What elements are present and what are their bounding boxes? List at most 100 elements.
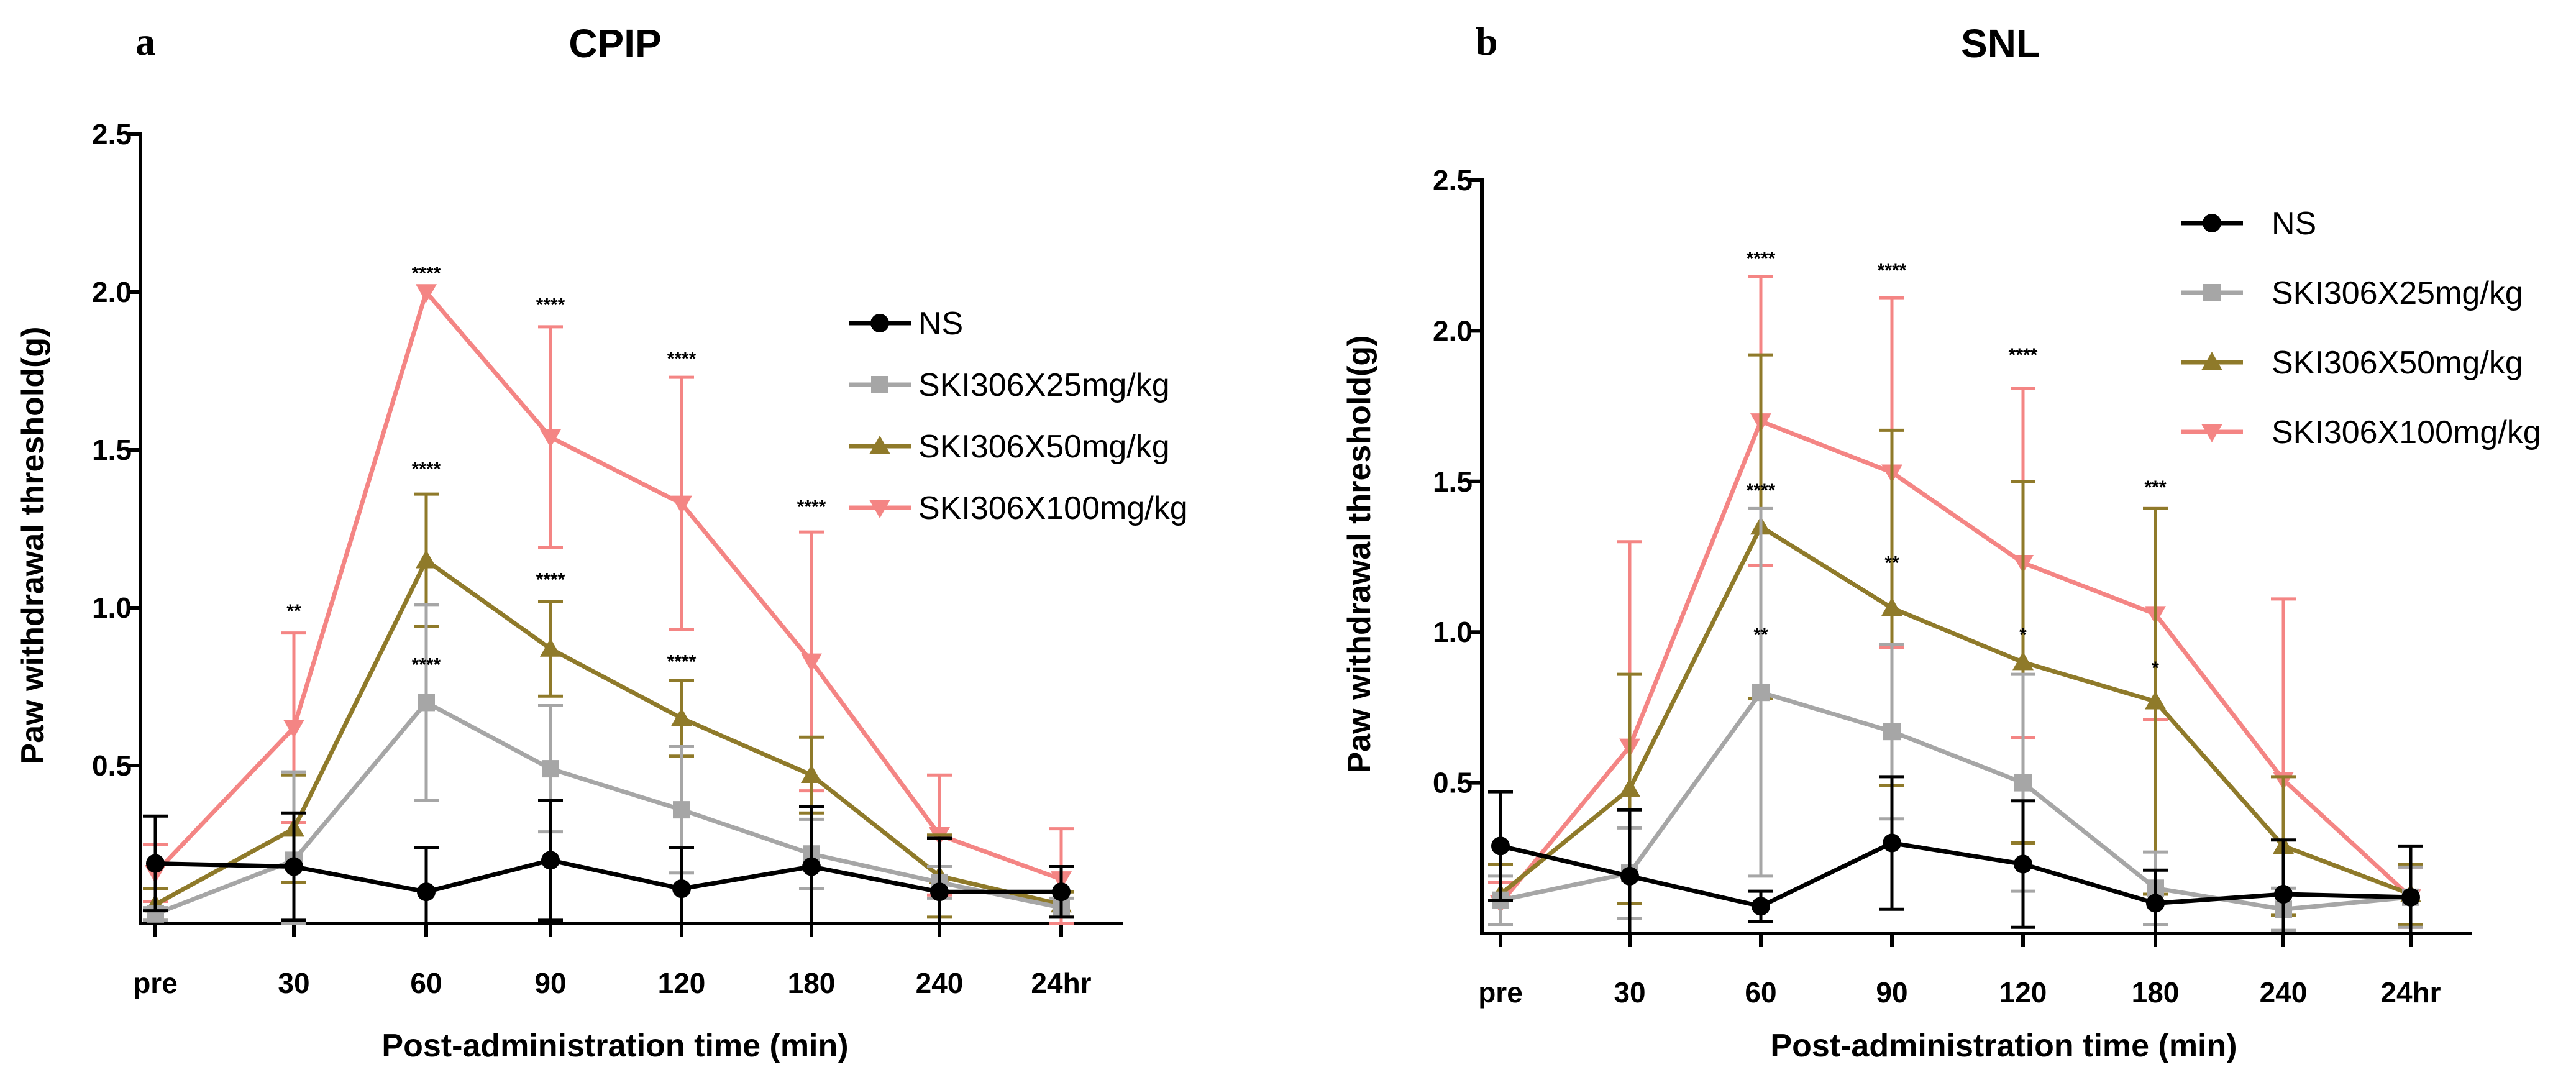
series-line	[155, 858, 1061, 894]
legend-marker-50mg	[2181, 352, 2243, 370]
data-point	[540, 638, 561, 657]
legend-symbol	[2201, 424, 2222, 442]
legend-item: SKI306X100mg/kg	[849, 490, 1188, 526]
chart-panel-a: a CPIP Post-administration time (min) Pa…	[15, 19, 1188, 1064]
data-point	[2146, 894, 2165, 913]
legend-marker-ns	[849, 314, 911, 332]
legend-marker-100mg	[849, 500, 911, 518]
legend-symbol	[871, 376, 888, 393]
data-point	[1752, 684, 1770, 702]
legend-symbol	[870, 314, 889, 332]
legend-item: SKI306X50mg/kg	[849, 429, 1170, 465]
y-tick-label: 1.0	[1433, 616, 1473, 648]
x-tick-label: 120	[1999, 976, 2047, 1009]
data-point	[418, 694, 435, 712]
significance-label: *	[2019, 625, 2027, 646]
data-point	[1883, 833, 1901, 853]
legend-label: SKI306X100mg/kg	[918, 490, 1188, 526]
series-line	[154, 700, 1062, 917]
data-point	[1881, 597, 1902, 616]
significance-label: **	[286, 601, 301, 621]
legend-marker-50mg	[849, 436, 911, 454]
series-line	[1499, 524, 2412, 897]
y-tick-label: 2.0	[1433, 314, 1473, 347]
legend-symbol	[869, 436, 890, 454]
data-point	[802, 857, 821, 876]
significance-label: ****	[412, 655, 441, 675]
data-point	[673, 801, 690, 819]
series-line	[154, 558, 1062, 907]
series-line	[1500, 841, 2411, 909]
series-NS	[143, 799, 1074, 925]
x-tick-label: 240	[916, 967, 964, 999]
data-point	[1619, 778, 1640, 797]
x-tick-label: 60	[410, 967, 442, 999]
legend: NS SKI306X25mg/kg SKI306X50mg/kg SKI306X…	[849, 306, 1188, 526]
legend-label: SKI306X50mg/kg	[2272, 345, 2523, 381]
data-point	[1052, 882, 1071, 902]
significance-label: ****	[667, 349, 697, 369]
chart-title: CPIP	[569, 21, 661, 66]
x-tick-label: pre	[1478, 976, 1523, 1009]
x-tick-label: 180	[788, 967, 836, 999]
series-line	[1500, 690, 2411, 912]
x-tick-label: 24hr	[1031, 967, 1091, 999]
data-point	[2401, 887, 2420, 907]
x-tick-label: 24hr	[2380, 976, 2441, 1009]
y-tick-label: 0.5	[1433, 767, 1473, 799]
legend-marker-ns	[2181, 214, 2243, 232]
legend-item: SKI306X25mg/kg	[849, 367, 1170, 403]
data-point	[671, 707, 692, 726]
legend-marker-100mg	[2181, 424, 2243, 442]
significance-label: ***	[2144, 477, 2166, 498]
series-line	[1499, 419, 2413, 905]
data-point	[1491, 836, 1510, 856]
x-tick-label: pre	[133, 967, 178, 999]
y-tick-label: 1.5	[92, 434, 132, 466]
data-point	[1752, 897, 1770, 916]
data-point	[672, 879, 691, 899]
data-point	[930, 882, 949, 902]
legend-label: SKI306X25mg/kg	[918, 367, 1170, 403]
legend-symbol	[869, 500, 890, 518]
series-line	[153, 290, 1062, 882]
data-point	[540, 429, 561, 448]
legend-item: SKI306X50mg/kg	[2181, 345, 2523, 381]
data-point	[416, 284, 437, 303]
x-tick-label: 90	[534, 967, 566, 999]
legend-marker-25mg	[849, 376, 911, 393]
y-tick-label: 2.5	[1433, 164, 1473, 196]
legend-item: SKI306X25mg/kg	[2181, 275, 2523, 311]
legend-label: NS	[2272, 206, 2316, 242]
x-tick-label: 180	[2132, 976, 2180, 1009]
x-tick-label: 120	[658, 967, 706, 999]
data-point	[671, 495, 692, 515]
y-tick-label: 2.5	[92, 118, 132, 150]
significance-label: ****	[1747, 249, 1776, 269]
series-SKI306X50mg/kg	[143, 492, 1074, 922]
significance-label: ****	[797, 497, 826, 518]
legend-symbol	[2201, 352, 2222, 370]
series-NS	[1488, 775, 2423, 935]
y-axis-label: Paw withdrawal threshold(g)	[1341, 336, 1377, 774]
y-axis-label: Paw withdrawal threshold(g)	[15, 327, 51, 765]
x-axis-label: Post-administration time (min)	[1770, 1028, 2237, 1064]
legend-label: NS	[918, 306, 963, 342]
significance-label: ****	[667, 652, 697, 672]
legend-symbol	[2203, 284, 2221, 301]
legend-marker-25mg	[2181, 284, 2243, 301]
significance-label: **	[1753, 625, 1768, 646]
y-tick-label: 2.0	[92, 276, 132, 308]
data-point	[2012, 651, 2034, 671]
legend-symbol	[2203, 214, 2221, 232]
significance-label: ****	[2009, 345, 2038, 365]
data-point	[283, 720, 304, 739]
data-point	[1883, 723, 1901, 741]
data-point	[542, 760, 559, 778]
data-point	[801, 764, 822, 783]
x-tick-label: 30	[278, 967, 309, 999]
legend-item: SKI306X100mg/kg	[2181, 414, 2541, 451]
